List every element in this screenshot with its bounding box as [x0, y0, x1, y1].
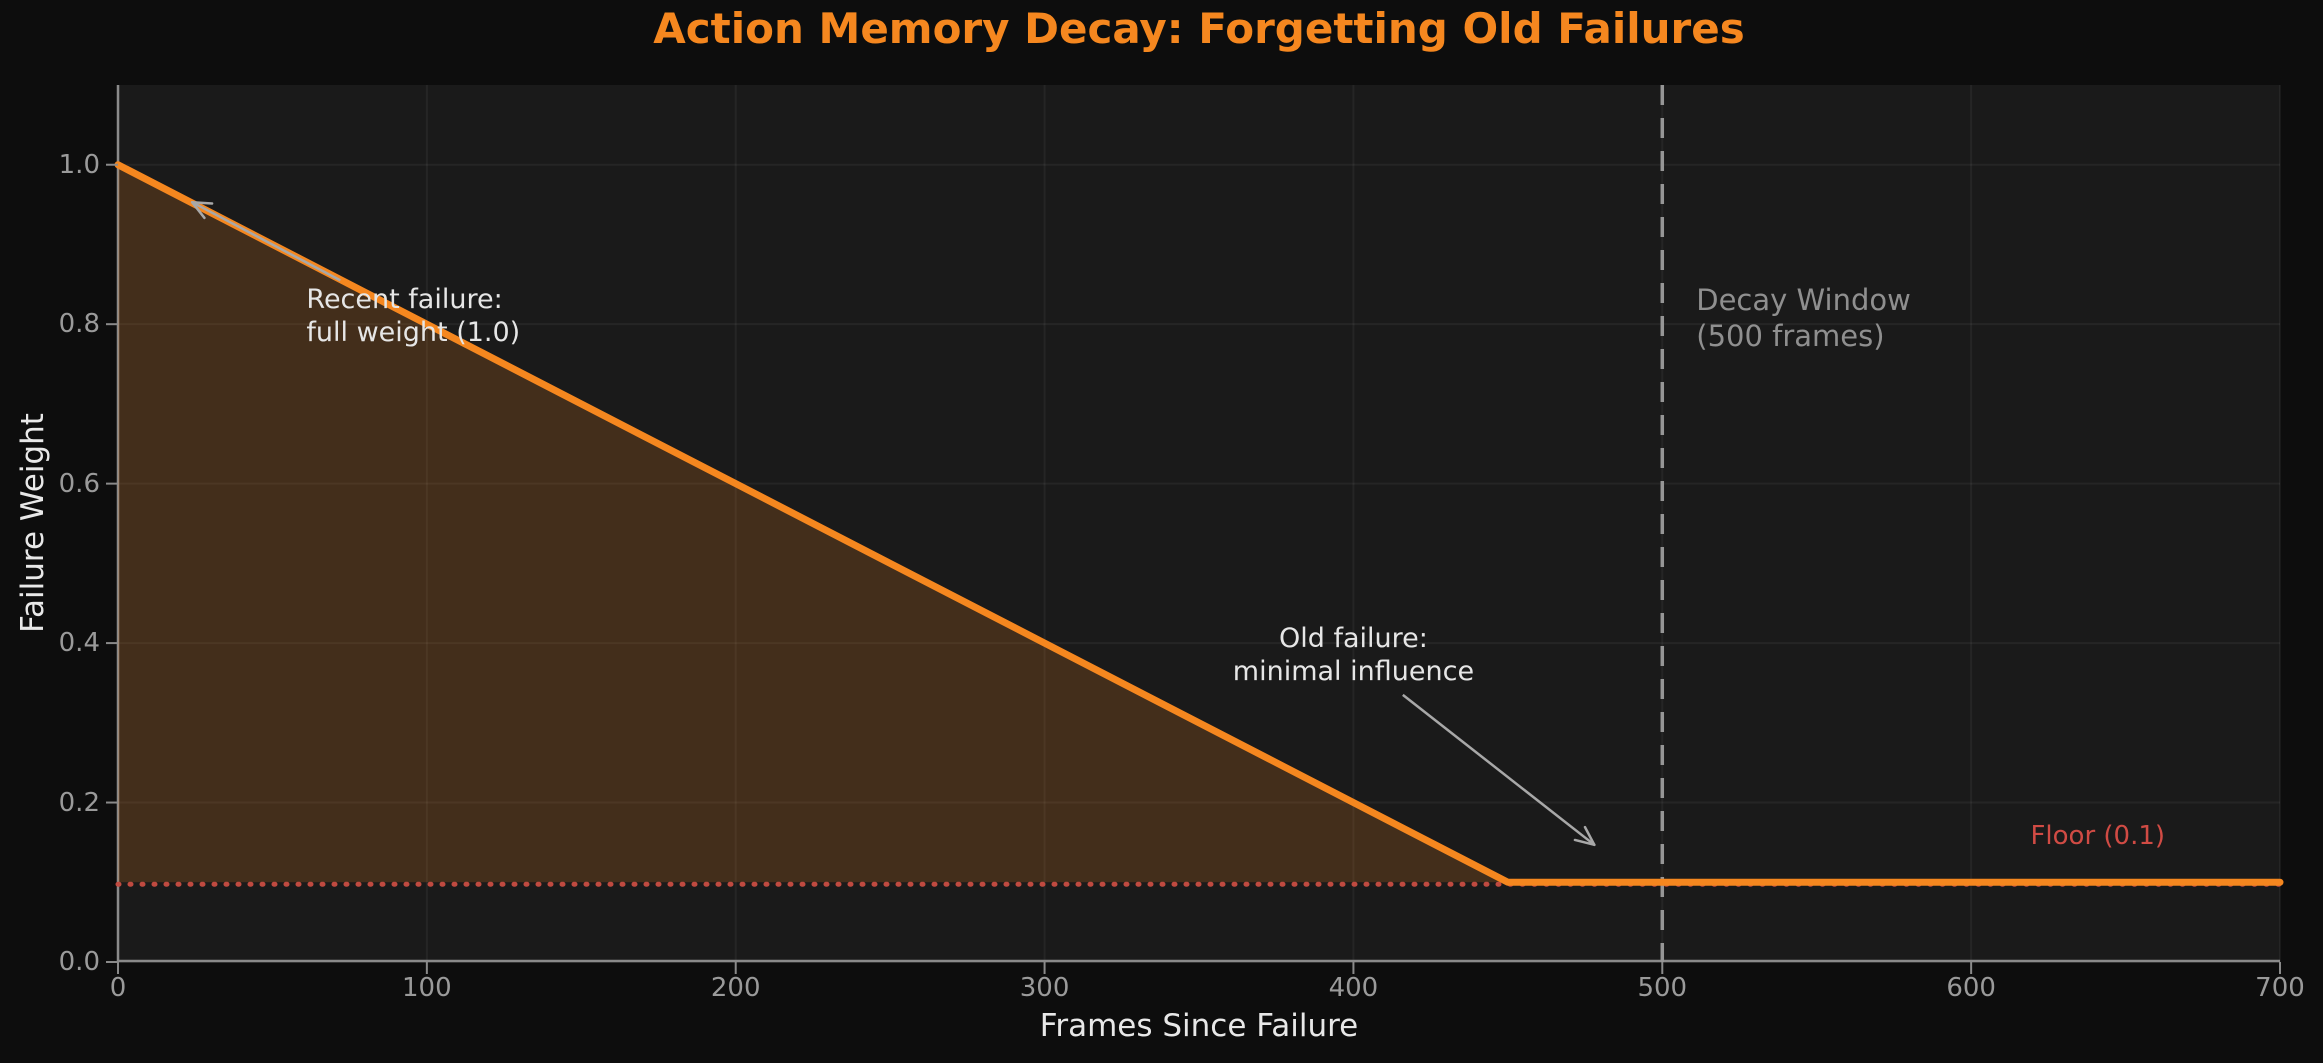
y-axis-label: Failure Weight: [15, 413, 51, 633]
annotation-arrowhead: [190, 200, 214, 205]
annotation-line: Decay Window: [1696, 282, 1911, 317]
annotation-arrow: [191, 201, 341, 282]
annotation-arrowhead: [190, 200, 206, 220]
x-tick-label: 0: [109, 973, 127, 1003]
y-tick-label: 0.0: [58, 947, 100, 977]
x-tick-label: 100: [402, 973, 452, 1003]
y-tick-label: 1.0: [58, 149, 100, 180]
annotation-line: Floor (0.1): [2030, 821, 2166, 852]
annotation-arrowhead: [1573, 838, 1596, 847]
x-tick-label: 600: [1946, 973, 1996, 1003]
annotation-recent-failure: Recent failure: full weight (1.0): [306, 283, 520, 350]
annotation-arrowhead: [1583, 825, 1596, 847]
x-tick-label: 200: [710, 973, 761, 1003]
y-tick-label: 0.6: [58, 468, 100, 499]
x-tick-label: 700: [2255, 973, 2305, 1003]
y-tick-label: 0.4: [58, 628, 100, 659]
x-tick-label: 400: [1328, 973, 1379, 1003]
x-axis-label: Frames Since Failure: [1039, 1008, 1359, 1044]
annotation-line: (500 frames): [1696, 318, 1885, 353]
x-tick-label: 500: [1637, 973, 1688, 1003]
x-tick-label: 300: [1019, 973, 1070, 1003]
annotation-arrow: [1402, 693, 1596, 846]
y-tick-label: 0.2: [58, 787, 100, 818]
annotation-line: Old failure:: [1278, 622, 1428, 654]
decay-curve: [114, 161, 2284, 886]
plot-area: [118, 85, 2280, 962]
annotation-line: full weight (1.0): [306, 317, 521, 349]
annotation-floor: Floor (0.1): [2030, 820, 2165, 852]
chart-title: Action Memory Decay: Forgetting Old Fail…: [653, 4, 1745, 53]
y-tick-label: 0.8: [58, 309, 100, 340]
annotation-line: minimal influence: [1232, 656, 1475, 688]
annotation-line: Recent failure:: [306, 283, 503, 315]
annotation-old-failure: Old failure: minimal influence: [1233, 622, 1474, 689]
annotation-decay-window: Decay Window (500 frames): [1696, 283, 1911, 355]
